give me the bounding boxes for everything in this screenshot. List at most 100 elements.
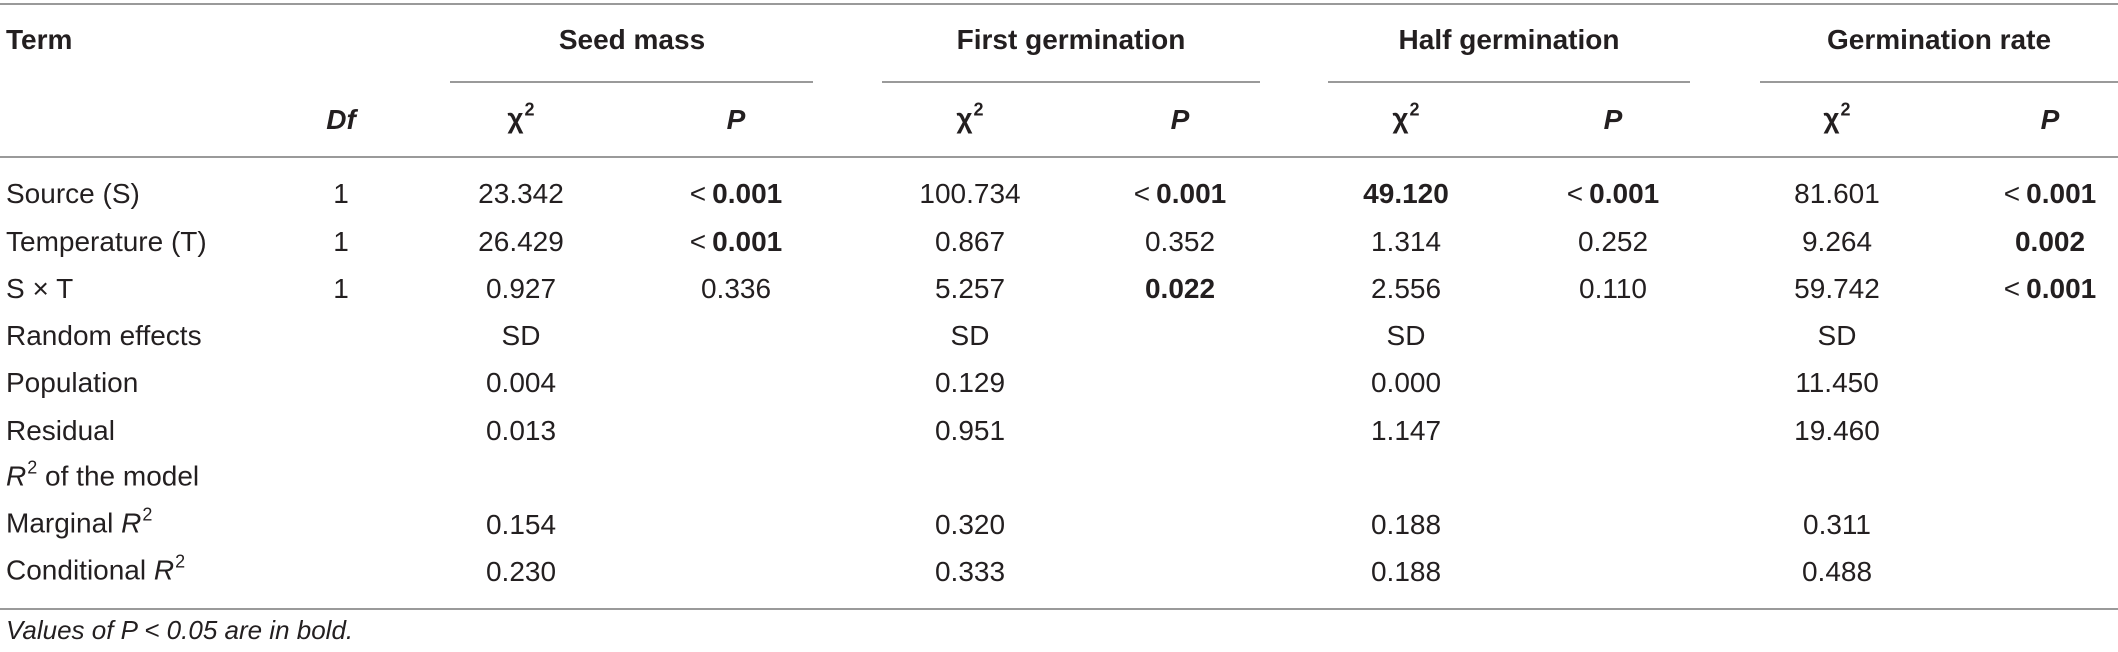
chi-square-value: 9.264: [1801, 226, 1873, 257]
header-term: Term: [6, 24, 73, 55]
r-letter: R: [121, 507, 142, 539]
chi-square-value: 1.314: [1370, 226, 1442, 257]
p-value: 0.002: [2015, 225, 2085, 259]
p-value: 0.252: [1578, 225, 1648, 259]
p-value: <0.001: [1567, 177, 1659, 211]
r2-section-label: R2 of the model: [6, 457, 200, 497]
p-number: 0.252: [1577, 226, 1649, 257]
chi-symbol: χ: [507, 102, 524, 134]
conditional-r2-value: 0.333: [934, 556, 1006, 587]
df-value: 1: [333, 178, 349, 209]
marginal-r2-value: 0.154: [485, 509, 557, 540]
header-df: Df: [326, 104, 356, 135]
less-than-symbol: <: [689, 226, 707, 257]
chi-square-value: 23.342: [478, 178, 564, 209]
p-number: 0.001: [2026, 178, 2097, 209]
p-number: 0.336: [700, 273, 772, 304]
random-effect-term: Residual: [6, 415, 115, 446]
sd-value: 1.147: [1370, 415, 1442, 446]
p-number: 0.001: [2026, 273, 2097, 304]
less-than-symbol: <: [2003, 178, 2021, 209]
less-than-symbol: <: [689, 178, 707, 209]
group-rule-germination-rate: [1760, 81, 2118, 83]
footnote: Values of P < 0.05 are in bold.: [6, 615, 354, 645]
chi-square-value: 59.742: [1794, 273, 1880, 304]
marginal-r2-value: 0.320: [934, 509, 1006, 540]
p-value: <0.001: [2004, 272, 2096, 306]
term-label: Source (S): [6, 178, 140, 209]
chi-square-header: χ2: [956, 100, 983, 139]
df-value: 1: [333, 226, 349, 257]
group-rule-first-germination: [882, 81, 1260, 83]
chi-square-value: 26.429: [478, 226, 564, 257]
sd-header: SD: [1386, 320, 1426, 351]
p-value: 0.336: [701, 272, 771, 306]
sd-value: 0.004: [485, 367, 557, 398]
chi-symbol: χ: [956, 102, 973, 134]
chi-superscript: 2: [524, 99, 535, 120]
r-letter: R: [153, 554, 175, 586]
p-number: 0.022: [1144, 273, 1216, 304]
p-number: 0.002: [2014, 226, 2086, 257]
less-than-symbol: <: [1133, 178, 1151, 209]
p-value: <0.001: [1134, 177, 1226, 211]
group-header-half-germination: Half germination: [1398, 24, 1620, 55]
p-number: 0.001: [1156, 178, 1227, 209]
chi-square-header: χ2: [1823, 99, 1851, 139]
conditional-r2-value: 0.230: [485, 556, 557, 587]
chi-square-value: 2.556: [1370, 273, 1442, 304]
less-than-symbol: <: [2003, 273, 2021, 304]
p-value: <0.001: [2004, 177, 2096, 211]
r2-superscript: 2: [27, 457, 38, 478]
df-value: 1: [333, 273, 349, 304]
marginal-r2-value: 0.311: [1803, 509, 1871, 540]
p-number: 0.001: [712, 226, 783, 257]
group-header-germination-rate: Germination rate: [1826, 24, 2052, 55]
p-number: 0.110: [1579, 273, 1647, 304]
r2-caption: of the model: [37, 460, 200, 492]
marginal-prefix: Marginal: [6, 507, 122, 539]
sd-value: 0.951: [934, 415, 1006, 446]
chi-square-value: 100.734: [919, 178, 1021, 209]
group-rule-seed-mass: [450, 81, 813, 83]
chi-symbol: χ: [1823, 102, 1840, 134]
marginal-r2-value: 0.188: [1370, 509, 1442, 540]
sd-value: 11.450: [1795, 367, 1879, 398]
bottom-rule: [0, 608, 2118, 610]
p-value: <0.001: [690, 177, 782, 211]
conditional-r2-label: Conditional R2: [6, 552, 185, 591]
group-header-first-germination: First germination: [956, 24, 1186, 55]
p-value: 0.022: [1145, 272, 1215, 306]
sd-header: SD: [1817, 320, 1857, 351]
p-value: 0.352: [1145, 225, 1215, 259]
p-value: 0.110: [1579, 272, 1647, 306]
r2-superscript: 2: [142, 504, 153, 525]
conditional-prefix: Conditional: [6, 554, 154, 586]
p-number: 0.352: [1144, 226, 1216, 257]
group-header-seed-mass: Seed mass: [558, 24, 706, 55]
top-rule: [0, 3, 2118, 5]
chi-square-value: 5.257: [934, 273, 1006, 304]
sd-value: 19.460: [1794, 415, 1880, 446]
chi-square-value: 81.601: [1794, 178, 1880, 209]
marginal-r2-label: Marginal R2: [6, 504, 153, 544]
p-value-header: P: [1603, 104, 1623, 135]
less-than-symbol: <: [1566, 178, 1584, 209]
sd-value: 0.000: [1370, 367, 1442, 398]
p-value-header: P: [726, 104, 746, 135]
sd-header: SD: [501, 320, 541, 351]
chi-superscript: 2: [1840, 99, 1851, 120]
p-value: <0.001: [690, 225, 782, 259]
term-label: Temperature (T): [6, 226, 207, 257]
p-value-header: P: [1170, 104, 1190, 135]
sd-value: 0.129: [934, 367, 1006, 398]
p-number: 0.001: [712, 178, 783, 209]
chi-symbol: χ: [1392, 102, 1409, 134]
chi-square-header: χ2: [1392, 100, 1419, 139]
header-rule: [0, 156, 2118, 158]
conditional-r2-value: 0.188: [1370, 556, 1442, 587]
p-value-header: P: [2040, 104, 2060, 135]
chi-square-value: 0.927: [485, 273, 557, 304]
conditional-r2-value: 0.488: [1801, 556, 1873, 587]
